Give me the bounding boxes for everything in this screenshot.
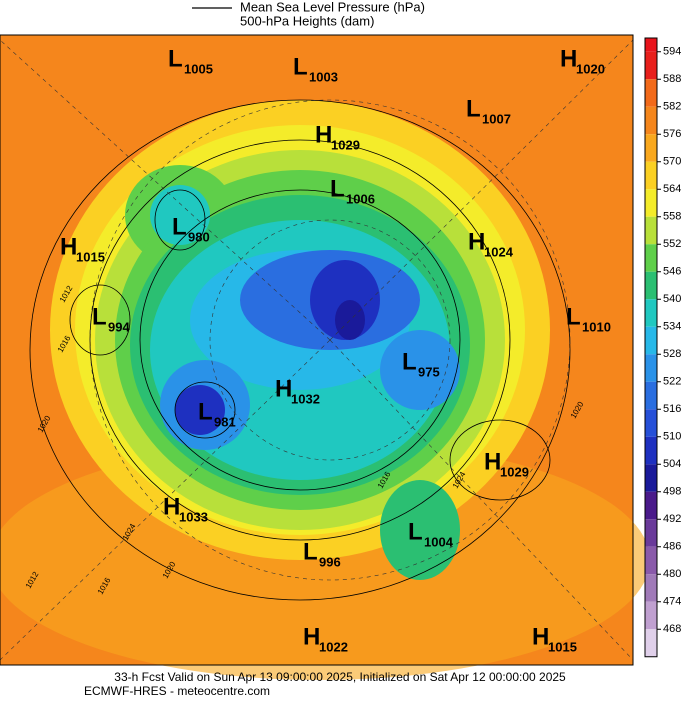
center-value: 1022 (319, 639, 348, 654)
center-value: 1020 (576, 61, 605, 76)
center-value: 1032 (291, 391, 320, 406)
center-letter: L (172, 213, 187, 240)
colorbar-tick-label: 474 (663, 596, 681, 608)
center-value: 994 (108, 319, 130, 334)
colorbar-top (645, 38, 657, 52)
colorbar-segment (645, 216, 657, 245)
colorbar-tick-label: 480 (663, 568, 681, 580)
center-letter: H (60, 233, 77, 260)
colorbar-segment (645, 106, 657, 135)
center-value: 1029 (500, 464, 529, 479)
colorbar-segment (645, 464, 657, 492)
center-value: 1029 (331, 137, 360, 152)
colorbar-segment (645, 189, 657, 217)
colorbar-tick-label: 528 (663, 348, 681, 360)
center-letter: L (408, 518, 423, 545)
center-letter: H (315, 121, 332, 148)
center-value: 1015 (548, 639, 577, 654)
center-value: 1005 (184, 61, 213, 76)
colorbar-segment (645, 161, 657, 190)
center-letter: H (303, 623, 320, 650)
colorbar: 594 588 582 576 570 564 558 552 546 540 534 528 522 5… (644, 37, 681, 658)
colorbar-segment (645, 601, 657, 630)
colorbar-segment (645, 436, 657, 465)
colorbar-tick-label: 558 (663, 211, 681, 223)
center-letter: L (92, 303, 107, 330)
colorbar-tick-label: 534 (663, 321, 681, 333)
colorbar-segment (645, 354, 657, 382)
colorbar-segment (645, 574, 657, 602)
colorbar-frame (644, 37, 658, 658)
colorbar-tick-label: 564 (663, 183, 681, 195)
colorbar-segment (645, 299, 657, 327)
colorbar-segment (645, 546, 657, 575)
colorbar-segment (645, 51, 657, 80)
colorbar-segment (645, 271, 657, 300)
center-letter: H (484, 448, 501, 475)
center-value: 1010 (582, 319, 611, 334)
colorbar-segment (645, 491, 657, 520)
center-value: 996 (319, 554, 341, 569)
center-letter: L (168, 45, 183, 72)
center-letter: H (560, 45, 577, 72)
center-value: 980 (188, 229, 210, 244)
colorbar-tick-label: 516 (663, 403, 681, 415)
colorbar-tick-label: 486 (663, 541, 681, 553)
colorbar-tick-label: 546 (663, 266, 681, 278)
colorbar-segment (645, 134, 657, 162)
colorbar-segment (645, 409, 657, 437)
center-value: 1004 (424, 534, 454, 549)
center-value: 1033 (179, 509, 208, 524)
center-letter: L (566, 303, 581, 330)
colorbar-tick-label: 588 (663, 73, 681, 85)
colorbar-segment (645, 629, 657, 657)
colorbar-tick-label: 576 (663, 128, 681, 140)
colorbar-tick-label: 510 (663, 431, 681, 443)
center-value: 1006 (346, 191, 375, 206)
center-value: 975 (418, 364, 440, 379)
colorbar-tick-label: 582 (663, 101, 681, 113)
center-letter: L (198, 398, 213, 425)
colorbar-tick-label: 522 (663, 376, 681, 388)
colorbar-tick-label: 498 (663, 486, 681, 498)
center-letter: H (468, 228, 485, 255)
colorbar-tick-label: 594 (663, 46, 681, 58)
colorbar-tick-label: 540 (663, 293, 681, 305)
colorbar-segment (645, 519, 657, 547)
colorbar-tick-label: 504 (663, 458, 681, 470)
center-value: 1007 (482, 111, 511, 126)
colorbar-segment (645, 79, 657, 107)
center-value: 1003 (309, 69, 338, 84)
colorbar-tick-label: 468 (663, 623, 681, 635)
center-letter: L (402, 348, 417, 375)
colorbar-segment (645, 244, 657, 272)
colorbar-tick-label: 492 (663, 513, 681, 525)
center-letter: H (532, 623, 549, 650)
center-letter: H (163, 493, 180, 520)
colorbar-segment (645, 381, 657, 410)
colorbar-tick-label: 570 (663, 156, 681, 168)
center-letter: L (330, 175, 345, 202)
colorbar-segment (645, 326, 657, 355)
colorbar-tick-label: 552 (663, 238, 681, 250)
center-letter: H (275, 375, 292, 402)
footer-line: ECMWF-HRES - meteocentre.com (84, 684, 270, 698)
legend-line-label: Mean Sea Level Pressure (hPa) (240, 0, 425, 14)
center-value: 1015 (76, 249, 105, 264)
map-background (0, 34, 650, 680)
footer-line: 33-h Fcst Valid on Sun Apr 13 09:00:00 2… (114, 670, 566, 684)
center-letter: L (303, 538, 318, 565)
center-letter: L (466, 95, 481, 122)
center-value: 981 (214, 414, 236, 429)
legend-fill-label: 500-hPa Heights (dam) (240, 13, 374, 28)
center-value: 1024 (484, 244, 514, 259)
center-letter: L (293, 53, 308, 80)
